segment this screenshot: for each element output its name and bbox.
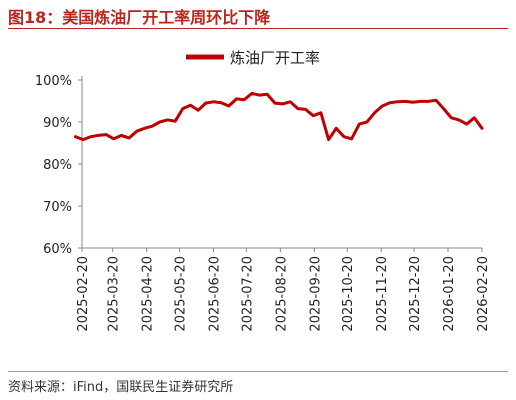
y-tick-label: 90% [43, 116, 72, 131]
data-point [404, 100, 407, 103]
data-point [304, 108, 307, 111]
y-tick-label: 80% [43, 158, 72, 173]
data-point [396, 100, 399, 104]
data-point [296, 107, 300, 110]
x-tick-label: 2025-11-20 [375, 256, 390, 332]
data-point [258, 93, 261, 97]
legend: 炼油厂开工率 [186, 49, 320, 67]
data-point [319, 111, 323, 115]
x-tick-label: 2025-07-20 [240, 256, 255, 332]
data-point [312, 114, 315, 117]
data-point [327, 138, 330, 141]
data-point [373, 111, 376, 115]
data-point [220, 101, 223, 104]
x-tick-label: 2025-05-20 [174, 256, 189, 332]
data-point [143, 127, 146, 130]
x-tick-label: 2025-03-20 [107, 256, 122, 332]
data-point [212, 100, 215, 104]
data-point [181, 107, 184, 110]
y-tick-label: 70% [43, 200, 72, 215]
data-point [204, 101, 207, 105]
x-tick-label: 2026-02-20 [476, 256, 491, 332]
source-note: 资料来源：iFind，国联民生证券研究所 [8, 380, 234, 395]
data-point [273, 101, 277, 105]
title-divider [8, 28, 508, 29]
line-chart: 炼油厂开工率 60%70%80%90%100% 2025-02-20 2025-0… [35, 49, 491, 332]
data-point [365, 120, 369, 124]
x-tick-label: 2025-06-20 [208, 256, 223, 332]
data-point [227, 104, 230, 108]
x-tick-label: 2025-08-20 [274, 256, 289, 332]
data-point [235, 97, 238, 101]
data-point [434, 99, 438, 102]
data-point [465, 122, 468, 126]
data-point [381, 104, 384, 108]
x-tick-label: 2025-12-20 [408, 256, 423, 332]
data-point [112, 137, 116, 140]
source-divider [8, 371, 508, 372]
data-point [281, 102, 284, 106]
data-point [174, 120, 177, 123]
data-point [480, 127, 484, 130]
data-point [127, 136, 131, 140]
data-point [335, 127, 338, 130]
data-point [266, 93, 269, 96]
data-point [166, 118, 169, 122]
x-tick-label: 2025-02-20 [76, 256, 91, 332]
x-tick-label: 2025-09-20 [308, 256, 323, 332]
data-point [289, 100, 292, 104]
data-point [427, 100, 430, 103]
data-point [411, 101, 415, 104]
data-point [189, 104, 192, 107]
data-point [419, 100, 422, 103]
data-point [457, 118, 461, 122]
data-point [150, 125, 154, 128]
data-point [74, 135, 77, 138]
data-point [342, 135, 346, 138]
plot-area [73, 91, 484, 142]
y-axis: 60% 70% 80% 90% 100% [35, 74, 83, 257]
data-point [442, 107, 445, 110]
data-point [97, 134, 100, 137]
data-point [250, 92, 254, 95]
data-point [473, 116, 476, 120]
data-point [81, 138, 85, 141]
data-point [197, 109, 200, 112]
data-point [350, 137, 353, 140]
data-point [450, 116, 453, 120]
y-tick-label: 100% [35, 74, 72, 89]
x-tick-label: 2026-01-20 [442, 256, 457, 332]
x-tick-label: 2025-04-20 [141, 256, 156, 332]
chart-title: 图18：美国炼油厂开工率周环比下降 [8, 8, 271, 27]
data-point [358, 122, 361, 126]
data-point [388, 101, 392, 104]
data-point [135, 130, 138, 133]
x-tick-label: 2025-10-20 [341, 256, 356, 332]
data-point [89, 135, 93, 138]
data-point [158, 120, 161, 124]
legend-label: 炼油厂开工率 [230, 49, 320, 67]
data-point [243, 98, 246, 101]
data-point [104, 133, 108, 136]
series-line [73, 91, 484, 142]
data-point [120, 134, 123, 137]
x-axis: 2025-02-20 2025-03-20 2025-04-20 2025-05-20… [76, 247, 491, 332]
y-tick-label: 60% [43, 242, 72, 257]
